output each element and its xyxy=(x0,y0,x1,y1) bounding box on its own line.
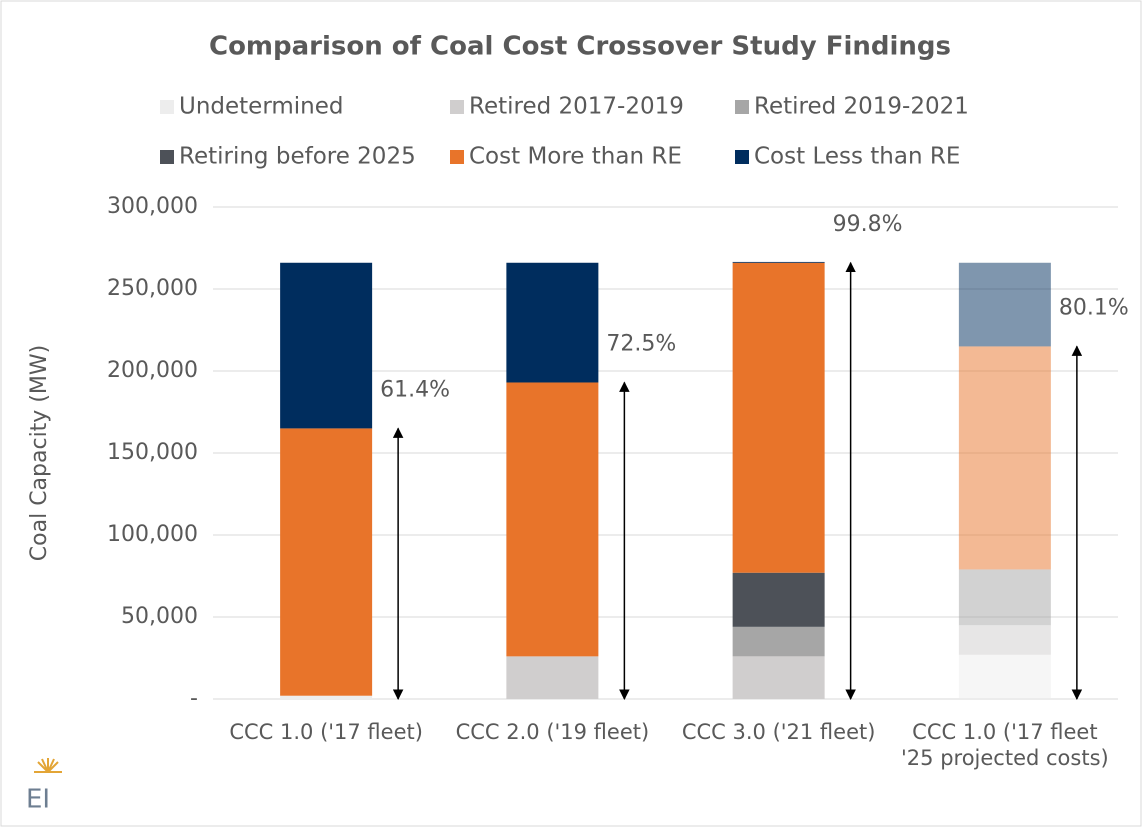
legend-swatch xyxy=(160,100,174,114)
bar-segment xyxy=(506,262,599,383)
y-tick-label: - xyxy=(190,686,198,711)
chart-title: Comparison of Coal Cost Crossover Study … xyxy=(209,32,951,62)
logo: EI xyxy=(26,758,62,815)
x-tick-label: CCC 1.0 ('17 fleet) xyxy=(229,720,423,744)
y-tick-label: 150,000 xyxy=(107,440,198,465)
legend-swatch xyxy=(160,150,174,164)
y-tick-label: 300,000 xyxy=(107,194,198,219)
bar-segment xyxy=(958,262,1051,347)
logo-text: EI xyxy=(26,785,50,815)
legend-swatch xyxy=(450,100,464,114)
x-tick-label: CCC 1.0 ('17 fleet '25 projected costs) xyxy=(901,720,1109,770)
bar-segment xyxy=(280,262,373,429)
bar-segment xyxy=(732,262,825,573)
bar-segment xyxy=(506,382,599,657)
legend-swatch xyxy=(450,150,464,164)
bar-segment xyxy=(732,572,825,627)
annotation: 99.8% xyxy=(833,212,903,237)
x-tick-label: CCC 2.0 ('19 fleet) xyxy=(455,720,650,744)
x-tick-label: CCC 3.0 ('21 fleet) xyxy=(681,720,876,744)
annotation: 80.1% xyxy=(1059,295,1129,320)
legend-swatch xyxy=(735,100,749,114)
annotation: 61.4% xyxy=(380,377,450,402)
y-tick-label: 50,000 xyxy=(121,604,198,629)
legend-swatch xyxy=(735,150,749,164)
legend-label: Retired 2017-2019 xyxy=(469,94,684,120)
legend-label: Retiring before 2025 xyxy=(179,144,416,170)
bar-segment xyxy=(958,346,1051,570)
y-tick-label: 250,000 xyxy=(107,276,198,301)
bar-segment xyxy=(732,656,825,699)
y-tick-label: 100,000 xyxy=(107,522,198,547)
legend-label: Retired 2019-2021 xyxy=(754,94,969,120)
bar-segment xyxy=(958,569,1051,626)
bar-segment xyxy=(280,695,373,699)
legend-label: Undetermined xyxy=(179,94,344,120)
y-axis-title: Coal Capacity (MW) xyxy=(27,345,52,561)
bar-segment xyxy=(732,626,825,657)
legend-label: Cost More than RE xyxy=(469,144,682,170)
bar-segment xyxy=(958,654,1051,699)
bar-segment xyxy=(280,428,373,696)
y-tick-label: 200,000 xyxy=(107,358,198,383)
bar-segment xyxy=(506,656,599,699)
bar-segment xyxy=(958,625,1051,655)
annotation: 72.5% xyxy=(606,331,676,356)
legend-label: Cost Less than RE xyxy=(754,144,960,170)
bar-segment xyxy=(732,261,825,263)
